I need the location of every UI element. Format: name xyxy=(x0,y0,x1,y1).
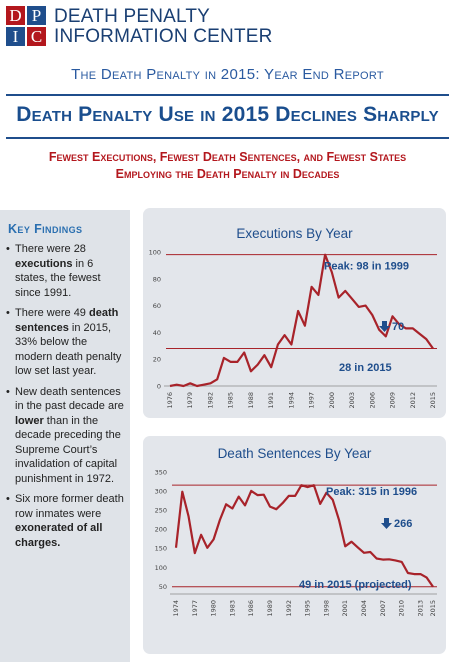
subhead-line2: Employing the Death Penalty in Decades xyxy=(115,167,340,181)
chart-title: Executions By Year xyxy=(236,226,353,241)
x-tick-label: 1985 xyxy=(227,392,235,409)
dpic-logo: D P I C xyxy=(6,6,46,46)
key-findings-panel: Key Findings There were 28 executions in… xyxy=(0,210,130,662)
finding-emphasis: death sentences xyxy=(15,307,119,334)
x-tick-label: 1979 xyxy=(186,392,194,409)
latest-annotation: 49 in 2015 (projected) xyxy=(299,579,412,591)
logo-letter-i: I xyxy=(6,27,25,46)
x-tick-label: 1989 xyxy=(266,600,274,617)
x-tick-label: 1986 xyxy=(247,600,255,617)
y-tick-label: 250 xyxy=(155,507,167,515)
change-annotation: 70 xyxy=(392,321,404,333)
y-tick-label: 0 xyxy=(157,383,161,391)
executions-chart-panel: Executions By Year 0 20 40 60 80 100 1976 1979 19… xyxy=(143,208,446,418)
headline: Death Penalty Use in 2015 Declines Sharp… xyxy=(16,103,439,126)
data-series-line xyxy=(174,484,434,588)
x-tick-label: 1998 xyxy=(322,600,330,617)
logo-letter-d: D xyxy=(6,6,25,25)
y-tick-label: 100 xyxy=(149,249,161,257)
finding-text: There were 49 xyxy=(15,307,89,319)
x-tick-label: 2010 xyxy=(398,600,406,617)
x-tick-label: 2015 xyxy=(429,600,437,617)
finding-text: There were 28 xyxy=(15,243,86,255)
subheadline: Fewest Executions, Fewest Death Sentence… xyxy=(0,149,455,183)
x-tick-label: 2013 xyxy=(416,600,424,617)
x-tick-label: 1983 xyxy=(228,600,236,617)
x-tick-label: 2009 xyxy=(389,392,397,409)
finding-text: New death sentences in the past decade a… xyxy=(15,385,124,413)
x-tick-label: 1991 xyxy=(267,392,275,409)
x-tick-label: 2006 xyxy=(368,392,376,409)
y-tick-label: 150 xyxy=(155,545,167,553)
org-name-line2: INFORMATION CENTER xyxy=(54,26,273,47)
key-findings-list: There were 28 executions in 6 states, th… xyxy=(6,242,126,556)
x-tick-label: 1995 xyxy=(304,600,312,617)
x-tick-label: 2001 xyxy=(341,600,349,617)
y-tick-label: 80 xyxy=(153,275,161,283)
y-tick-label: 200 xyxy=(155,526,167,534)
y-tick-label: 50 xyxy=(159,583,167,591)
finding-emphasis: executions xyxy=(15,257,73,270)
x-tick-label: 2003 xyxy=(348,392,356,409)
change-annotation: 266 xyxy=(394,518,412,530)
org-name-line1: DEATH PENALTY xyxy=(54,6,211,27)
x-tick-label: 2007 xyxy=(379,600,387,617)
y-tick-label: 60 xyxy=(153,302,161,310)
down-arrow-icon xyxy=(381,518,392,529)
peak-annotation: Peak: 315 in 1996 xyxy=(326,486,417,498)
finding-text: in 6 states, the fewest since 1991. xyxy=(15,257,101,299)
x-tick-label: 2015 xyxy=(429,392,437,409)
down-arrow-icon xyxy=(379,321,390,332)
y-tick-label: 350 xyxy=(155,468,167,476)
finding-item: There were 49 death sentences in 2015, 3… xyxy=(6,306,126,379)
y-tick-label: 20 xyxy=(153,356,161,364)
logo-letter-c: C xyxy=(27,27,46,46)
report-title: The Death Penalty in 2015: Year End Repo… xyxy=(71,66,384,83)
divider-top xyxy=(6,94,449,96)
x-tick-label: 1982 xyxy=(206,392,214,409)
x-tick-label: 1976 xyxy=(166,392,174,409)
finding-emphasis: lower xyxy=(15,414,44,427)
death-sentences-chart-panel: Death Sentences By Year 50 100 150 200 250 300… xyxy=(143,436,446,654)
x-tick-label: 2004 xyxy=(360,600,368,617)
finding-item: Six more former death row inmates were e… xyxy=(6,492,126,550)
finding-text: than in the decade preceding the Supreme… xyxy=(15,414,121,485)
executions-chart: Executions By Year 0 20 40 60 80 100 1976 1979 19… xyxy=(149,226,437,409)
x-tick-label: 1994 xyxy=(287,392,295,409)
peak-annotation: Peak: 98 in 1999 xyxy=(324,261,409,273)
y-tick-label: 100 xyxy=(155,564,167,572)
y-tick-label: 300 xyxy=(155,487,167,495)
organization-name: DEATH PENALTY INFORMATION CENTER xyxy=(54,7,273,47)
x-tick-label: 1977 xyxy=(191,600,199,617)
x-tick-label: 1974 xyxy=(172,600,180,617)
x-tick-label: 1980 xyxy=(210,600,218,617)
x-tick-label: 2000 xyxy=(328,392,336,409)
death-sentences-chart: Death Sentences By Year 50 100 150 200 250 300… xyxy=(155,446,437,617)
finding-item: There were 28 executions in 6 states, th… xyxy=(6,242,126,300)
x-tick-label: 1997 xyxy=(308,392,316,409)
divider-bottom xyxy=(6,137,449,139)
y-tick-label: 40 xyxy=(153,329,161,337)
finding-text: Six more former death row inmates were xyxy=(15,493,124,520)
key-findings-title: Key Findings xyxy=(8,222,83,236)
finding-emphasis: exonerated of all charges. xyxy=(15,522,103,549)
logo-letter-p: P xyxy=(27,6,46,25)
x-tick-label: 1992 xyxy=(285,600,293,617)
finding-text: in 2015, 33% below the modern death pena… xyxy=(15,321,122,378)
latest-annotation: 28 in 2015 xyxy=(339,362,392,374)
chart-title: Death Sentences By Year xyxy=(218,446,372,461)
finding-item: New death sentences in the past decade a… xyxy=(6,385,126,487)
subhead-line1: Fewest Executions, Fewest Death Sentence… xyxy=(48,150,407,164)
x-tick-label: 2012 xyxy=(409,392,417,409)
x-tick-label: 1988 xyxy=(247,392,255,409)
